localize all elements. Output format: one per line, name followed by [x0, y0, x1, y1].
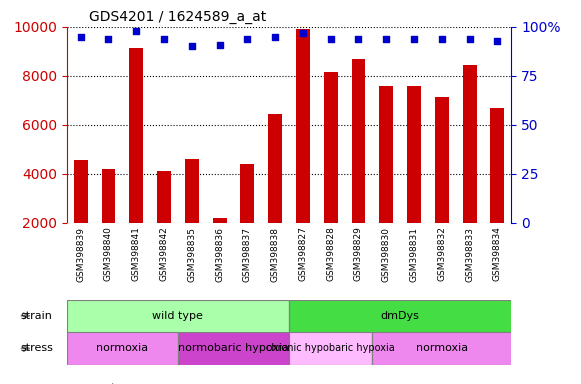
Point	[465, 36, 474, 42]
Point	[159, 36, 168, 42]
Bar	[157, 171, 171, 272]
Text: normobaric hypoxia: normobaric hypoxia	[178, 343, 289, 354]
Text: GSM398837: GSM398837	[243, 227, 252, 281]
Text: GSM398832: GSM398832	[437, 227, 446, 281]
Bar	[372, 332, 511, 365]
Bar	[296, 29, 310, 272]
Text: GSM398830: GSM398830	[382, 227, 391, 281]
Bar	[289, 332, 372, 365]
Text: count: count	[84, 383, 116, 384]
Bar	[74, 160, 88, 272]
Text: GSM398827: GSM398827	[299, 227, 307, 281]
Text: GDS4201 / 1624589_a_at: GDS4201 / 1624589_a_at	[89, 10, 266, 25]
Point	[104, 36, 113, 42]
Point	[493, 38, 502, 44]
Text: dmDys: dmDys	[381, 311, 419, 321]
Point	[437, 36, 446, 42]
Text: GSM398838: GSM398838	[271, 227, 279, 281]
Bar	[379, 86, 393, 272]
Bar	[289, 300, 511, 332]
Text: normoxia: normoxia	[96, 343, 148, 354]
Text: GSM398835: GSM398835	[187, 227, 196, 281]
Text: GSM398834: GSM398834	[493, 227, 502, 281]
Point	[326, 36, 335, 42]
Point	[132, 28, 141, 34]
Bar	[241, 164, 254, 272]
Text: chronic hypobaric hypoxia: chronic hypobaric hypoxia	[266, 343, 395, 354]
Bar	[67, 300, 289, 332]
Text: GSM398839: GSM398839	[76, 227, 85, 281]
Point	[76, 34, 85, 40]
Bar	[435, 97, 449, 272]
Text: GSM398841: GSM398841	[132, 227, 141, 281]
Text: ■: ■	[67, 381, 78, 384]
Text: normoxia: normoxia	[416, 343, 468, 354]
Text: GSM398840: GSM398840	[104, 227, 113, 281]
Bar	[213, 218, 227, 272]
Text: strain: strain	[20, 311, 52, 321]
Text: stress: stress	[20, 343, 53, 354]
Bar	[185, 159, 199, 272]
Bar	[352, 59, 365, 272]
Bar	[462, 65, 476, 272]
Bar	[178, 332, 289, 365]
Text: wild type: wild type	[152, 311, 203, 321]
Bar	[324, 72, 338, 272]
Point	[298, 30, 307, 36]
Text: GSM398842: GSM398842	[160, 227, 168, 281]
Text: GSM398836: GSM398836	[215, 227, 224, 281]
Bar	[130, 48, 143, 272]
Point	[187, 43, 196, 50]
Point	[243, 36, 252, 42]
Bar	[268, 114, 282, 272]
Bar	[407, 86, 421, 272]
Point	[354, 36, 363, 42]
Text: GSM398831: GSM398831	[410, 227, 418, 281]
Text: GSM398833: GSM398833	[465, 227, 474, 281]
Bar	[490, 108, 504, 272]
Text: GSM398828: GSM398828	[326, 227, 335, 281]
Point	[382, 36, 391, 42]
Bar	[102, 169, 116, 272]
Point	[410, 36, 419, 42]
Text: GSM398829: GSM398829	[354, 227, 363, 281]
Point	[271, 34, 280, 40]
Bar	[67, 332, 178, 365]
Point	[215, 41, 224, 48]
